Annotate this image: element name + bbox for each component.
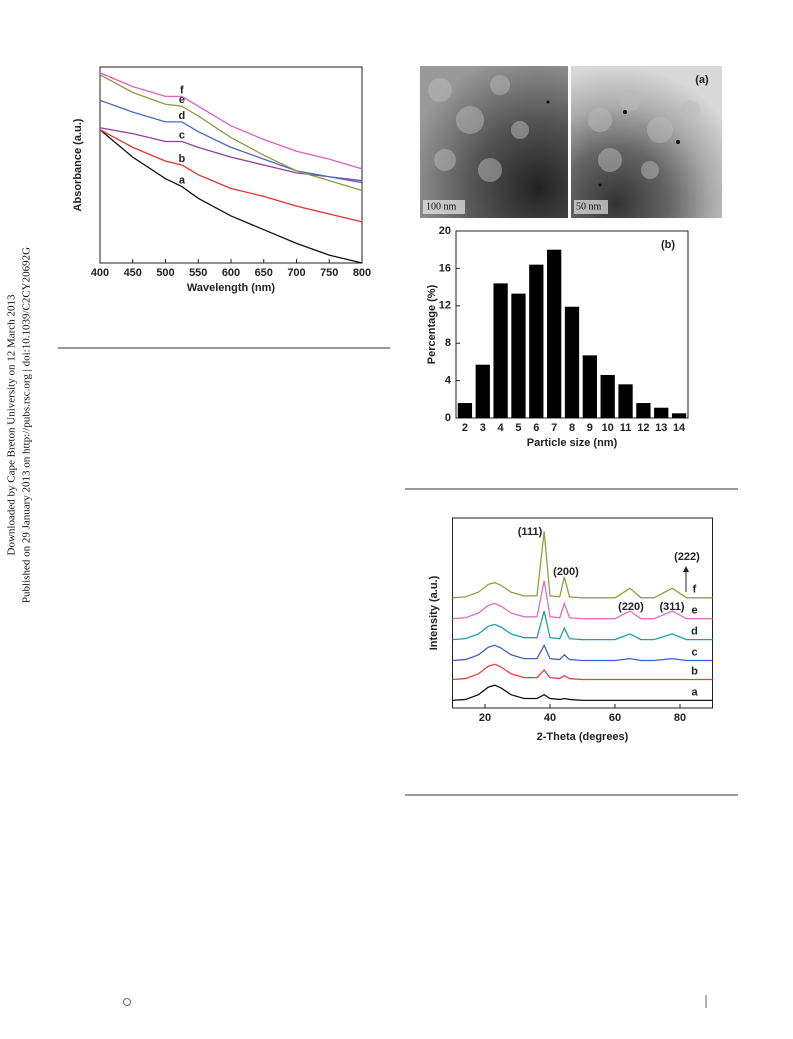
- arrow-head: [683, 566, 689, 572]
- x-tick-label: 400: [91, 267, 109, 279]
- bar: [636, 403, 651, 418]
- series-label: d: [179, 110, 186, 122]
- x-tick-label: 6: [533, 422, 539, 434]
- peak-label: (111): [518, 526, 543, 538]
- bar: [457, 403, 473, 418]
- x-tick-label: 800: [353, 267, 371, 279]
- x-tick-label: 11: [620, 422, 632, 434]
- series-line: [99, 72, 363, 170]
- series-label: b: [179, 153, 186, 165]
- series-line: [99, 129, 363, 264]
- scale-bar-label: 50 nm: [576, 201, 602, 212]
- series-line: [99, 127, 363, 182]
- series-line: [452, 610, 713, 641]
- y-axis-label: Percentage (%): [426, 284, 438, 364]
- x-tick-label: 600: [222, 267, 240, 279]
- panel-label: (b): [661, 239, 675, 251]
- bar: [582, 355, 597, 418]
- y-tick-label: 12: [439, 300, 451, 312]
- peak-label: (311): [659, 601, 684, 613]
- x-tick-label: 7: [551, 422, 557, 434]
- series-label: e: [179, 94, 185, 106]
- series-line: [99, 74, 363, 192]
- series-label: f: [180, 84, 184, 96]
- x-tick-label: 700: [287, 267, 305, 279]
- bar: [547, 249, 562, 418]
- y-tick-label: 0: [445, 412, 451, 424]
- bar: [654, 407, 669, 418]
- series-label: c: [179, 129, 185, 141]
- bar: [671, 413, 687, 418]
- bar: [511, 293, 526, 418]
- y-tick-label: 4: [445, 375, 452, 387]
- x-tick-label: 500: [156, 267, 174, 279]
- bar: [475, 364, 490, 418]
- plot-frame: [452, 517, 713, 709]
- series-line: [99, 129, 363, 223]
- x-tick-label: 40: [544, 712, 556, 724]
- x-tick-label: 4: [498, 422, 505, 434]
- bar: [618, 384, 633, 418]
- x-tick-label: 10: [602, 422, 614, 434]
- footer-mark: [123, 998, 131, 1006]
- x-tick-label: 3: [480, 422, 486, 434]
- x-tick-label: 13: [655, 422, 667, 434]
- bar: [493, 283, 508, 418]
- sidebar-line: Published on 29 January 2013 on http://p…: [21, 247, 33, 603]
- series-label: c: [691, 646, 697, 658]
- y-tick-label: 16: [439, 262, 451, 274]
- x-axis-label: Wavelength (nm): [187, 282, 276, 294]
- y-axis-label: Intensity (a.u.): [428, 575, 440, 650]
- series-line: [452, 531, 713, 599]
- bar: [564, 306, 580, 418]
- series-label: a: [179, 174, 186, 186]
- panel-label: (a): [695, 74, 709, 86]
- tem-image: [571, 66, 722, 218]
- x-tick-label: 60: [609, 712, 621, 724]
- scale-bar-label: 100 nm: [426, 201, 457, 212]
- x-tick-label: 650: [255, 267, 273, 279]
- x-tick-label: 12: [637, 422, 649, 434]
- x-tick-label: 8: [569, 422, 575, 434]
- bar: [529, 264, 544, 418]
- series-line: [452, 643, 713, 662]
- series-line: [452, 580, 713, 620]
- series-line: [99, 99, 363, 184]
- x-tick-label: 80: [674, 712, 686, 724]
- x-tick-label: 2: [462, 422, 468, 434]
- series-line: [452, 663, 713, 681]
- peak-label: (222): [674, 551, 700, 563]
- tem-images: 100 nm 50 nm (a): [420, 66, 722, 218]
- x-tick-label: 9: [587, 422, 593, 434]
- x-tick-label: 14: [673, 422, 686, 434]
- x-axis-label: 2-Theta (degrees): [537, 731, 629, 743]
- x-tick-label: 5: [515, 422, 521, 434]
- plot-frame: [99, 66, 363, 264]
- series-label: f: [693, 584, 697, 596]
- x-tick-label: 20: [479, 712, 491, 724]
- sidebar-line: Downloaded by Cape Breton University on …: [6, 294, 18, 555]
- x-tick-label: 750: [320, 267, 338, 279]
- series-line: [452, 684, 713, 702]
- bar: [600, 374, 615, 418]
- y-tick-label: 20: [439, 225, 451, 237]
- series-label: a: [691, 686, 698, 698]
- y-tick-label: 8: [445, 337, 451, 349]
- series-label: d: [691, 626, 698, 638]
- series-label: e: [691, 605, 697, 617]
- x-axis-label: Particle size (nm): [527, 437, 618, 449]
- y-axis-label: Absorbance (a.u.): [72, 118, 84, 211]
- series-label: b: [691, 665, 698, 677]
- peak-label: (220): [618, 601, 644, 613]
- x-tick-label: 550: [189, 267, 207, 279]
- peak-label: (200): [553, 566, 579, 578]
- x-tick-label: 450: [124, 267, 142, 279]
